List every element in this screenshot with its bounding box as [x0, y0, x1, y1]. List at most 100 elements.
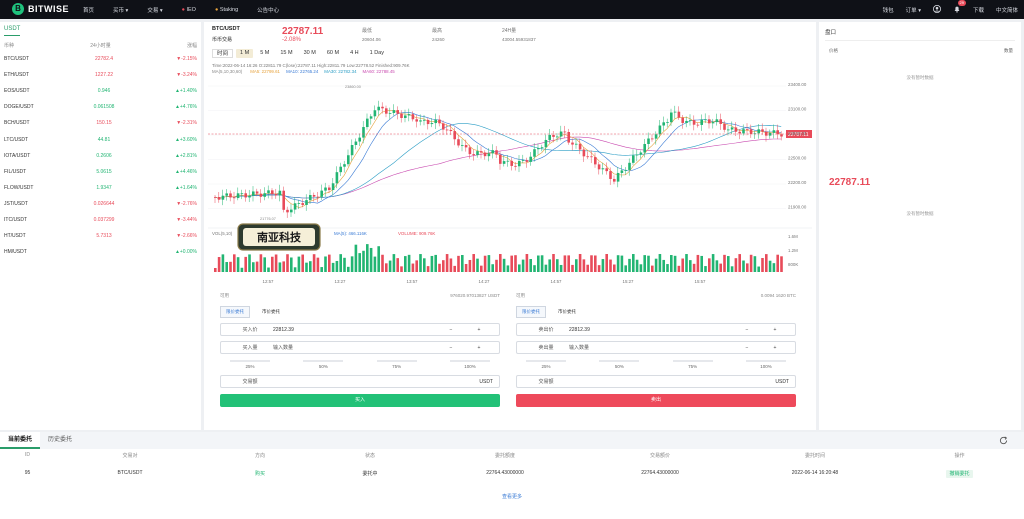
- candle-body: [225, 193, 228, 196]
- view-more-link[interactable]: 查看更多: [501, 494, 522, 500]
- user-icon[interactable]: [932, 4, 941, 15]
- market-tab-usdt[interactable]: USDT: [4, 26, 21, 32]
- pct-25[interactable]: 25%: [526, 360, 566, 369]
- market-row[interactable]: HT/USDT 5.7313 ▼-2.66%: [4, 231, 197, 241]
- candle-body: [407, 114, 411, 116]
- nav-download[interactable]: 下载: [972, 7, 984, 14]
- sell-amount-input[interactable]: 输入数量: [569, 345, 590, 351]
- interval-15m[interactable]: 15 M: [280, 50, 293, 56]
- volume-bar: [214, 268, 217, 272]
- volume-bar: [533, 265, 536, 272]
- candle-body: [510, 160, 513, 166]
- nav-wallet[interactable]: 钱包: [882, 7, 894, 14]
- volume-bar: [434, 254, 437, 272]
- market-row[interactable]: IOTA/USDT 0.2606 ▲+2.81%: [4, 151, 197, 161]
- refresh-icon[interactable]: [999, 436, 1008, 445]
- interval-1m[interactable]: 1 M: [236, 49, 254, 58]
- buy-button[interactable]: 买入: [220, 394, 500, 407]
- nav-trade[interactable]: 交易 ▾: [147, 7, 163, 14]
- sell-total-field[interactable]: 交易额 USDT: [516, 375, 796, 388]
- sell-amount-field[interactable]: 卖出量 输入数量 − +: [516, 341, 796, 354]
- sell-price-value[interactable]: 22812.39: [569, 326, 590, 333]
- buy-amount-input[interactable]: 输入数量: [273, 345, 294, 351]
- pct-25[interactable]: 25%: [230, 360, 270, 369]
- logo[interactable]: B BITWISE: [12, 3, 69, 15]
- candle-body: [708, 119, 711, 124]
- candle-body: [514, 165, 517, 167]
- market-row[interactable]: HM/USDT ▲+0.00%: [4, 247, 197, 257]
- volume-bar: [388, 260, 392, 272]
- interval-time[interactable]: 时间: [212, 49, 234, 58]
- sell-market-tab[interactable]: 市价委托: [558, 309, 576, 314]
- minus-button[interactable]: −: [449, 344, 453, 351]
- market-row[interactable]: BTC/USDT 22782.4 ▼-2.15%: [4, 54, 197, 64]
- vol-tick-label: 800K: [788, 262, 798, 267]
- interval-30m[interactable]: 30 M: [303, 50, 316, 56]
- volume-bar: [765, 254, 768, 272]
- nav-ieo[interactable]: ● IEO: [181, 6, 196, 13]
- nav-orders[interactable]: 订单 ▾: [905, 7, 921, 14]
- cancel-order-button[interactable]: 撤销委托: [895, 470, 1024, 478]
- volume-bar: [286, 254, 289, 272]
- buy-limit-tab[interactable]: 限价委托: [220, 306, 250, 318]
- pct-100[interactable]: 100%: [449, 360, 490, 369]
- x-tick-label: 15:27: [623, 279, 635, 284]
- interval-4h[interactable]: 4 H: [350, 50, 359, 56]
- market-row[interactable]: ETH/USDT 1227.22 ▼-3.24%: [4, 70, 197, 80]
- nav-staking[interactable]: ● Staking: [214, 6, 239, 13]
- buy-market-tab[interactable]: 市价委托: [262, 309, 280, 314]
- tab-history-orders[interactable]: 历史委托: [48, 437, 73, 443]
- nav-announcements[interactable]: 公告中心: [257, 7, 280, 14]
- market-row[interactable]: EOS/USDT 0.946 ▲+1.40%: [4, 86, 197, 96]
- pct-50[interactable]: 50%: [599, 360, 640, 369]
- volume-bar: [582, 259, 586, 272]
- plus-button[interactable]: +: [477, 344, 481, 351]
- bell-icon[interactable]: 29: [953, 0, 966, 15]
- market-row[interactable]: FLOW/USDT 1.9347 ▲+1.64%: [4, 183, 197, 193]
- market-row[interactable]: LTC/USDT 44.81 ▲+3.60%: [4, 135, 197, 145]
- minus-button[interactable]: −: [449, 326, 453, 333]
- market-row[interactable]: JST/USDT 0.026644 ▼-2.76%: [4, 199, 197, 209]
- market-row[interactable]: BCH/USDT 150.15 ▼-2.31%: [4, 118, 197, 128]
- candle-body: [544, 139, 548, 148]
- plus-button[interactable]: +: [477, 326, 481, 333]
- market-row[interactable]: DOGE/USDT 0.061508 ▲+4.76%: [4, 102, 197, 112]
- candle-body: [491, 150, 494, 154]
- tab-current-orders[interactable]: 当前委托: [0, 432, 41, 449]
- buy-price-field[interactable]: 买入价 22812.39 − +: [220, 323, 500, 336]
- nav-home[interactable]: 首页: [83, 7, 95, 14]
- volume-bar: [468, 259, 472, 272]
- nav-language[interactable]: 中文简体: [995, 7, 1018, 14]
- minus-button[interactable]: −: [745, 326, 749, 333]
- buy-price-value[interactable]: 22812.39: [273, 326, 294, 333]
- nav-buy-coin[interactable]: 买币 ▾: [113, 7, 129, 14]
- buy-total-field[interactable]: 交易额 USDT: [220, 375, 500, 388]
- volume-bar: [552, 254, 555, 272]
- sell-button[interactable]: 卖出: [516, 394, 796, 407]
- minus-button[interactable]: −: [745, 344, 749, 351]
- interval-60m[interactable]: 60 M: [326, 50, 340, 56]
- plus-button[interactable]: +: [773, 326, 777, 333]
- buy-amount-field[interactable]: 买入量 输入数量 − +: [220, 341, 500, 354]
- col-header: ID: [25, 452, 30, 458]
- candle-body: [643, 143, 646, 153]
- market-symbol: EOS/USDT: [4, 88, 30, 95]
- candlestick-chart[interactable]: Time:2022-06-14 16:26 O:22811.79 C(lose)…: [208, 62, 812, 292]
- interval-1day[interactable]: 1 Day: [369, 50, 384, 56]
- interval-5m[interactable]: 5 M: [260, 50, 270, 56]
- pct-75[interactable]: 75%: [376, 360, 417, 369]
- sell-limit-tab[interactable]: 限价委托: [516, 306, 546, 318]
- candle-body: [244, 193, 247, 198]
- candle-body: [339, 166, 342, 173]
- orderbook-panel: 盘口 价格 数量 没有暂时数据 22787.11 没有暂时数据: [819, 22, 1021, 430]
- candle-body: [328, 187, 331, 191]
- plus-button[interactable]: +: [773, 344, 777, 351]
- sell-price-field[interactable]: 卖出价 22812.39 − +: [516, 323, 796, 336]
- market-row[interactable]: FIL/USDT 5.0615 ▲+4.46%: [4, 167, 197, 177]
- volume-bar: [609, 259, 612, 272]
- market-price: 0.946: [97, 88, 111, 95]
- pct-75[interactable]: 75%: [672, 360, 713, 369]
- pct-50[interactable]: 50%: [303, 360, 344, 369]
- pct-100[interactable]: 100%: [745, 360, 786, 369]
- market-row[interactable]: ITC/USDT 0.037299 ▼-3.44%: [4, 215, 197, 225]
